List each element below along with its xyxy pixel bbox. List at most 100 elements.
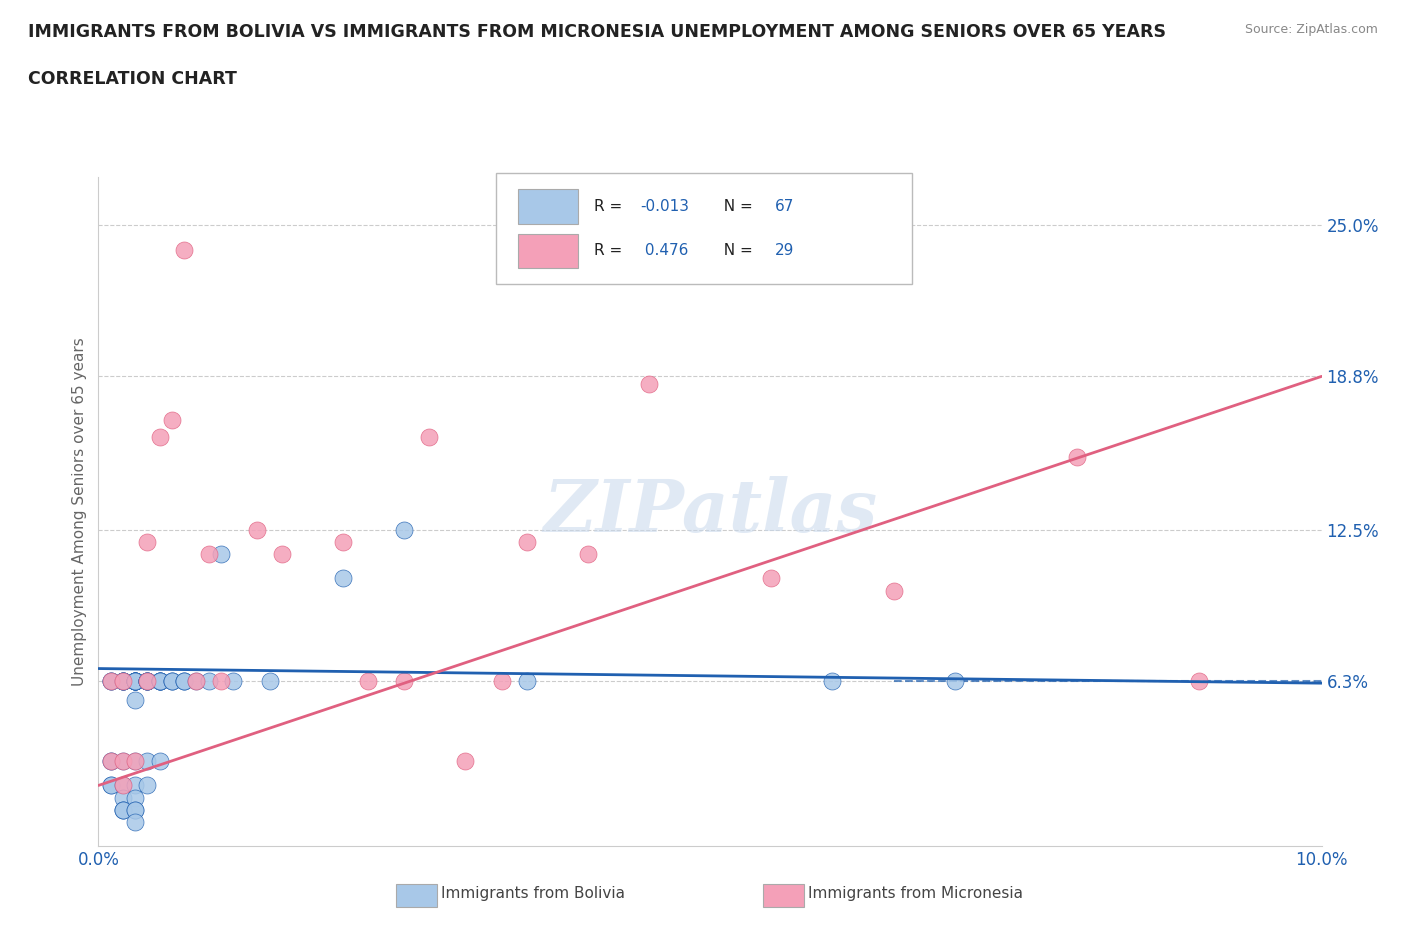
Point	[124, 673, 146, 688]
Point	[111, 803, 134, 817]
Point	[173, 673, 195, 688]
Text: 29: 29	[775, 243, 794, 258]
Point	[1188, 673, 1211, 688]
FancyBboxPatch shape	[517, 233, 578, 269]
Point	[1066, 449, 1088, 464]
Point	[246, 523, 269, 538]
Point	[111, 778, 134, 793]
Point	[149, 673, 172, 688]
Point	[149, 673, 172, 688]
Point	[111, 673, 134, 688]
Point	[100, 778, 122, 793]
Text: ZIPatlas: ZIPatlas	[543, 476, 877, 547]
Point	[111, 753, 134, 768]
Point	[759, 571, 782, 586]
Point	[160, 673, 183, 688]
Point	[111, 673, 134, 688]
Point	[124, 778, 146, 793]
Point	[111, 803, 134, 817]
Text: Immigrants from Micronesia: Immigrants from Micronesia	[808, 885, 1024, 900]
Point	[136, 778, 159, 793]
Point	[124, 673, 146, 688]
Point	[111, 673, 134, 688]
Text: R =: R =	[593, 199, 627, 214]
Point	[124, 753, 146, 768]
Point	[124, 673, 146, 688]
Point	[136, 673, 159, 688]
Text: N =: N =	[714, 199, 758, 214]
Point	[576, 547, 599, 562]
Point	[124, 693, 146, 708]
Point	[454, 753, 477, 768]
Point	[943, 673, 966, 688]
Point	[186, 673, 208, 688]
Point	[270, 547, 292, 562]
Point	[100, 673, 122, 688]
Text: Source: ZipAtlas.com: Source: ZipAtlas.com	[1244, 23, 1378, 36]
Point	[124, 803, 146, 817]
Point	[160, 673, 183, 688]
Point	[356, 673, 378, 688]
Point	[392, 523, 416, 538]
Point	[149, 673, 172, 688]
Point	[124, 803, 146, 817]
Point	[149, 430, 172, 445]
Point	[111, 803, 134, 817]
Point	[111, 753, 134, 768]
Point	[332, 535, 354, 550]
Text: 67: 67	[775, 199, 794, 214]
Point	[516, 535, 538, 550]
Text: 0.476: 0.476	[640, 243, 689, 258]
Point	[392, 673, 416, 688]
Point	[418, 430, 440, 445]
Point	[136, 673, 159, 688]
Point	[124, 673, 146, 688]
Point	[149, 673, 172, 688]
Point	[197, 673, 219, 688]
Point	[136, 673, 159, 688]
Point	[124, 673, 146, 688]
Text: R =: R =	[593, 243, 627, 258]
Point	[124, 673, 146, 688]
FancyBboxPatch shape	[496, 173, 912, 284]
Point	[209, 547, 232, 562]
Text: Immigrants from Bolivia: Immigrants from Bolivia	[441, 885, 624, 900]
Point	[124, 790, 146, 805]
Point	[173, 243, 195, 258]
Point	[124, 673, 146, 688]
Point	[160, 413, 183, 428]
Point	[136, 673, 159, 688]
Point	[209, 673, 232, 688]
Point	[491, 673, 513, 688]
Point	[821, 673, 844, 688]
Point	[197, 547, 219, 562]
Point	[111, 778, 134, 793]
FancyBboxPatch shape	[395, 884, 437, 907]
Point	[100, 753, 122, 768]
Point	[516, 673, 538, 688]
FancyBboxPatch shape	[762, 884, 804, 907]
Point	[111, 673, 134, 688]
Point	[136, 673, 159, 688]
Point	[100, 673, 122, 688]
Point	[136, 673, 159, 688]
Text: -0.013: -0.013	[640, 199, 689, 214]
Point	[111, 673, 134, 688]
Point	[222, 673, 245, 688]
Point	[124, 815, 146, 830]
Point	[332, 571, 354, 586]
Point	[149, 753, 172, 768]
Point	[100, 778, 122, 793]
Point	[111, 673, 134, 688]
Point	[124, 673, 146, 688]
Text: IMMIGRANTS FROM BOLIVIA VS IMMIGRANTS FROM MICRONESIA UNEMPLOYMENT AMONG SENIORS: IMMIGRANTS FROM BOLIVIA VS IMMIGRANTS FR…	[28, 23, 1166, 41]
Point	[173, 673, 195, 688]
Point	[136, 753, 159, 768]
FancyBboxPatch shape	[517, 189, 578, 223]
Point	[186, 673, 208, 688]
Point	[173, 673, 195, 688]
Text: CORRELATION CHART: CORRELATION CHART	[28, 70, 238, 87]
Point	[124, 673, 146, 688]
Point	[149, 673, 172, 688]
Point	[160, 673, 183, 688]
